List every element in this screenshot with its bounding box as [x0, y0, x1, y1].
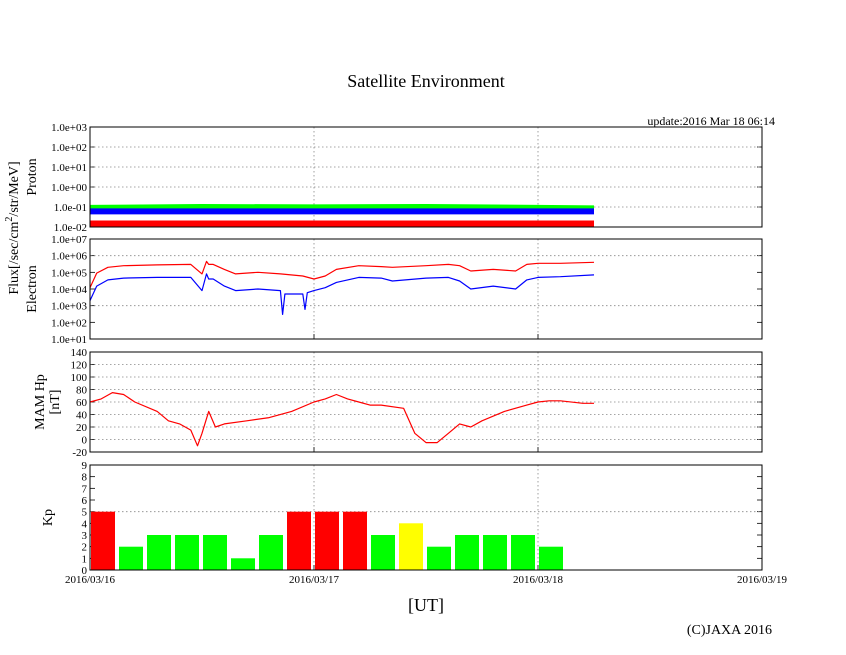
copyright: (C)JAXA 2016	[687, 623, 772, 638]
y-tick-label: 8	[82, 472, 88, 484]
y-tick-label: 1.0e+00	[51, 182, 87, 194]
panel-frame	[89, 464, 763, 571]
y-tick-label: 40	[76, 410, 88, 422]
panel-frame	[89, 351, 763, 453]
panel-proton: 1.0e-02 1.0e-01 1.0e+00 1.0e+01 1.0e+02 1.0e+…	[25, 122, 763, 234]
y-tick-label: 4	[82, 518, 88, 530]
panel-ylabel-unit: [nT]	[48, 390, 63, 415]
y-tick-label: 1.0e+01	[51, 334, 87, 346]
y-tick-label: -20	[72, 447, 87, 459]
series-line-0	[89, 392, 594, 447]
y-tick-label: 1.0e+05	[51, 267, 87, 279]
y-tick-label: 1.0e+07	[51, 234, 87, 246]
y-tick-label: 1.0e+02	[51, 142, 87, 154]
y-tick-label: 1	[82, 553, 88, 565]
kp-bar	[511, 535, 535, 570]
kp-bar	[147, 535, 171, 570]
kp-bar	[231, 558, 255, 570]
y-tick-label: 7	[82, 483, 88, 495]
y-tick-label: 1.0e-01	[54, 202, 87, 214]
y-tick-label: 3	[82, 530, 88, 542]
y-tick-label: 140	[71, 347, 88, 359]
kp-bar	[483, 535, 507, 570]
y-tick-label: 2	[82, 542, 88, 554]
kp-bar	[315, 511, 339, 570]
kp-bar	[91, 511, 115, 570]
kp-bar	[343, 511, 367, 570]
panel-ylabel: Electron	[25, 265, 40, 312]
panel-ylabel: MAM Hp	[33, 374, 48, 430]
kp-bar	[455, 535, 479, 570]
panel-electron: 1.0e+01 1.0e+02 1.0e+03 1.0e+04 1.0e+05 1.0e+…	[25, 234, 763, 346]
kp-bar	[259, 535, 283, 570]
series-line-1	[89, 273, 595, 315]
y-tick-label: 6	[82, 495, 88, 507]
kp-bar	[119, 546, 143, 570]
kp-bar	[287, 511, 311, 570]
panel-frame	[89, 238, 763, 340]
panel-frame	[89, 126, 763, 228]
update-timestamp: update:2016 Mar 18 06:14	[647, 114, 775, 128]
panel-ylabel: Proton	[25, 158, 40, 195]
x-tick-label: 2016/03/19	[737, 574, 788, 586]
panels: 1.0e-021.0e-011.0e+001.0e+011.0e+021.0e+…	[25, 122, 788, 586]
panel-ylabel: Kp	[41, 509, 56, 526]
y-tick-label: 9	[82, 460, 88, 472]
y-tick-label: 0	[82, 565, 88, 577]
flux-units-label: Flux[/sec/cm2/str/MeV]	[4, 161, 22, 294]
kp-bar	[427, 546, 451, 570]
y-tick-label: 1.0e+02	[51, 317, 87, 329]
y-tick-label: 1.0e-02	[54, 222, 87, 234]
x-axis-label: [UT]	[408, 595, 444, 615]
kp-bar	[175, 535, 199, 570]
y-tick-label: 100	[71, 372, 88, 384]
chart-title: Satellite Environment	[347, 71, 504, 91]
y-tick-label: 0	[82, 435, 88, 447]
x-tick-label: 2016/03/16	[65, 574, 116, 586]
y-tick-label: 120	[71, 360, 88, 372]
kp-bar	[203, 535, 227, 570]
series-line-0	[89, 204, 595, 212]
kp-bar	[539, 546, 563, 570]
y-tick-label: 20	[76, 422, 88, 434]
kp-bar	[371, 535, 395, 570]
y-tick-label: 1.0e+06	[51, 251, 87, 263]
kp-bar	[399, 523, 423, 570]
y-tick-label: 5	[82, 507, 88, 519]
y-tick-label: 1.0e+04	[51, 284, 87, 296]
x-tick-label: 2016/03/17	[289, 574, 340, 586]
series-line-0	[89, 260, 595, 288]
y-tick-label: 80	[76, 385, 88, 397]
y-tick-label: 1.0e+03	[51, 122, 87, 134]
y-tick-label: 60	[76, 397, 88, 409]
y-tick-label: 1.0e+01	[51, 162, 87, 174]
y-tick-label: 1.0e+03	[51, 301, 87, 313]
x-tick-label: 2016/03/18	[513, 574, 564, 586]
